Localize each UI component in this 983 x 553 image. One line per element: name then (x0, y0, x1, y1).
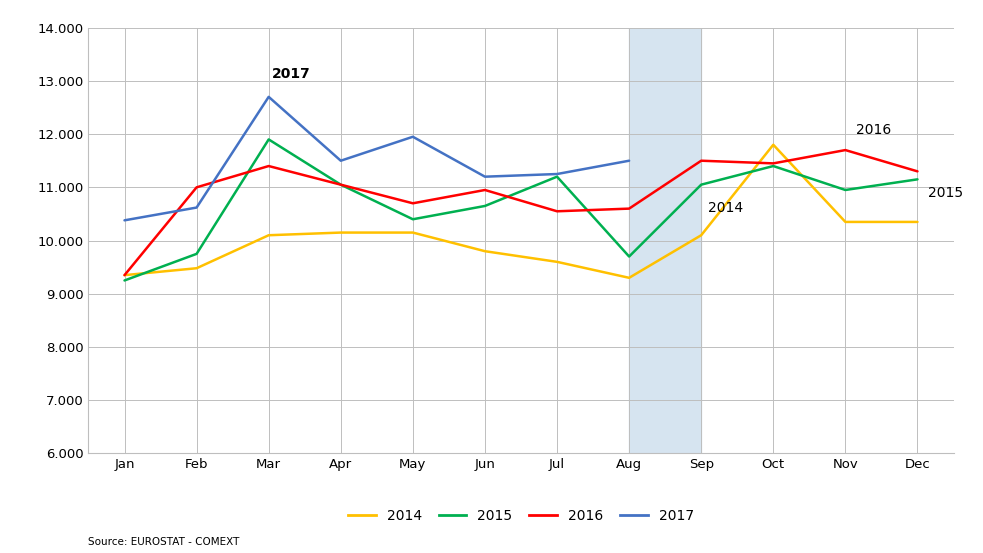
Text: 2015: 2015 (928, 186, 963, 200)
Text: 2017: 2017 (272, 67, 311, 81)
Text: Source: EUROSTAT - COMEXT: Source: EUROSTAT - COMEXT (88, 537, 240, 547)
Text: 2014: 2014 (709, 201, 743, 215)
Legend: 2014, 2015, 2016, 2017: 2014, 2015, 2016, 2017 (348, 509, 694, 523)
Bar (629, 28, 701, 453)
Text: 2016: 2016 (856, 123, 892, 137)
